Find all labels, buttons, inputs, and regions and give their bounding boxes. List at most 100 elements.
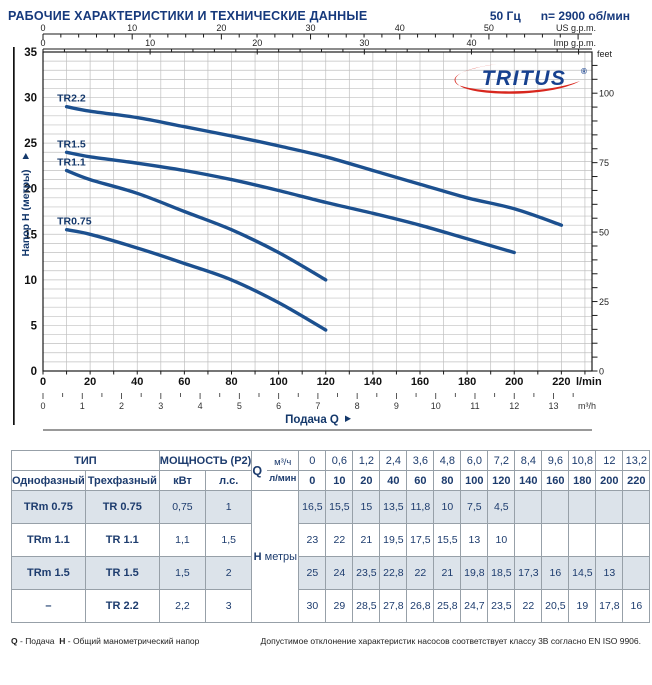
- head-value: 16,5: [298, 490, 327, 524]
- header-type-group: ТИП: [11, 450, 160, 471]
- curve-label-TR0.75: TR0.75: [57, 216, 92, 228]
- svg-text:5: 5: [31, 320, 38, 332]
- tritus-logo: TRITUS ®: [454, 64, 587, 94]
- y-axis-title: Напор H (метры): [20, 153, 32, 257]
- head-value: 17,5: [406, 523, 435, 557]
- flow-lmin-value: 160: [541, 470, 570, 491]
- svg-text:3: 3: [158, 401, 163, 411]
- svg-text:30: 30: [24, 93, 37, 105]
- head-value: 10: [433, 490, 462, 524]
- svg-text:0: 0: [40, 376, 46, 388]
- speed-label: n= 2900 об/мин: [540, 9, 630, 23]
- head-value: 26,8: [406, 589, 435, 623]
- figure-left-rule: [13, 47, 15, 425]
- head-value: 27,8: [379, 589, 408, 623]
- head-value: 11,8: [406, 490, 435, 524]
- head-value: [568, 523, 597, 557]
- power-hp: 2: [205, 556, 253, 590]
- flow-m3h-value: 13,2: [622, 450, 651, 471]
- table-row-TR1.1: TRm 1.1 TR 1.1 1,1 1,5 23 22 21 19,5 17,5 15,5 13 1…: [11, 523, 651, 557]
- svg-text:feet: feet: [597, 49, 613, 59]
- svg-text:200: 200: [505, 376, 523, 388]
- curve-label-TR1.1: TR1.1: [57, 156, 86, 168]
- svg-text:140: 140: [364, 376, 382, 388]
- model-three-phase: TR 2.2: [84, 589, 160, 623]
- svg-text:®: ®: [581, 67, 587, 76]
- svg-text:160: 160: [411, 376, 429, 388]
- scale-m3h: 0 1 2 3 4 5 6 7 8 9 10 11 12 13 m³/h: [40, 393, 596, 411]
- head-value: 25,8: [433, 589, 462, 623]
- svg-text:60: 60: [178, 376, 190, 388]
- svg-text:20: 20: [216, 23, 226, 33]
- power-kw: 1,1: [158, 523, 207, 557]
- head-value: 14,5: [568, 556, 597, 590]
- svg-text:50: 50: [484, 23, 494, 33]
- model-three-phase: TR 1.1: [84, 523, 160, 557]
- frequency-speed: 50 Гц n= 2900 об/мин: [490, 9, 630, 23]
- flow-m3h-value: 6,0: [460, 450, 489, 471]
- header-single-phase: Однофазный: [11, 470, 86, 491]
- svg-text:15: 15: [24, 229, 37, 241]
- svg-text:220: 220: [552, 376, 570, 388]
- head-value: 18,5: [487, 556, 516, 590]
- head-value: 7,5: [460, 490, 489, 524]
- model-three-phase: TR 1.5: [84, 556, 160, 590]
- head-value: 23: [298, 523, 327, 557]
- svg-text:Напор H (метры): Напор H (метры): [20, 170, 32, 257]
- svg-text:20: 20: [252, 38, 262, 48]
- table-row-TR0.75: TRm 0.75 TR 0.75 0,75 1 H метры 16,5 15,5 15 13,…: [11, 490, 651, 623]
- svg-text:6: 6: [276, 401, 281, 411]
- svg-text:0: 0: [31, 366, 37, 378]
- head-value: [514, 523, 543, 557]
- head-value: 19,8: [460, 556, 489, 590]
- svg-text:2: 2: [119, 401, 124, 411]
- head-value: 28,5: [352, 589, 381, 623]
- svg-text:l/min: l/min: [576, 376, 602, 388]
- flow-lmin-value: 80: [433, 470, 462, 491]
- head-value: [514, 490, 543, 524]
- svg-text:10: 10: [24, 275, 37, 287]
- head-value: 15,5: [325, 490, 354, 524]
- svg-text:25: 25: [24, 138, 37, 150]
- flow-lmin-value: 180: [568, 470, 597, 491]
- head-value: 4,5: [487, 490, 516, 524]
- scale-usgpm: 0 10 20 30 40 50 US g.p.m.: [40, 23, 596, 40]
- flow-lmin-value: 20: [352, 470, 381, 491]
- svg-text:7: 7: [315, 401, 320, 411]
- q-symbol: Q: [11, 636, 18, 646]
- head-value: 16: [622, 589, 651, 623]
- flow-m3h-value: 10,8: [568, 450, 597, 471]
- footnote-legend: Q - Подача H - Общий манометрический нап…: [11, 636, 200, 646]
- svg-text:US g.p.m.: US g.p.m.: [556, 23, 596, 33]
- flow-m3h-value: 0: [298, 450, 327, 471]
- curve-label-TR2.2: TR2.2: [57, 93, 86, 105]
- header-power-group: МОЩНОСТЬ (P2): [158, 450, 253, 471]
- head-value: 13,5: [379, 490, 408, 524]
- head-value: 23,5: [352, 556, 381, 590]
- model-single-phase: TRm 1.5: [11, 556, 86, 590]
- head-value: 16: [541, 556, 570, 590]
- table-row-TR1.5: TRm 1.5 TR 1.5 1,5 2 25 24 23,5 22,8 22 21 19,8 18,…: [11, 556, 651, 590]
- svg-text:40: 40: [466, 38, 476, 48]
- svg-text:m³/h: m³/h: [578, 401, 596, 411]
- head-value: 29: [325, 589, 354, 623]
- flow-m3h-value: 8,4: [514, 450, 543, 471]
- head-value: 21: [352, 523, 381, 557]
- flow-lmin-value: 40: [379, 470, 408, 491]
- footnote-tolerance: Допустимое отклонение характеристик насо…: [260, 636, 641, 646]
- header-three-phase: Трехфазный: [84, 470, 160, 491]
- power-hp: 3: [205, 589, 253, 623]
- head-value: [622, 490, 651, 524]
- h-symbol: H: [59, 636, 66, 646]
- svg-text:0: 0: [599, 367, 604, 377]
- page-header: РАБОЧИЕ ХАРАКТЕРИСТИКИ И ТЕХНИЧЕСКИЕ ДАН…: [0, 0, 652, 23]
- head-value: [622, 556, 651, 590]
- svg-text:13: 13: [549, 401, 559, 411]
- head-value: 13: [595, 556, 624, 590]
- flow-m3h-value: 3,6: [406, 450, 435, 471]
- svg-text:40: 40: [395, 23, 405, 33]
- x-axis-lmin: 0 20 40 60 80 100 120 140 160 180 200 220 l/min: [40, 371, 602, 388]
- head-value: 25: [298, 556, 327, 590]
- h-symbol: H: [253, 550, 262, 563]
